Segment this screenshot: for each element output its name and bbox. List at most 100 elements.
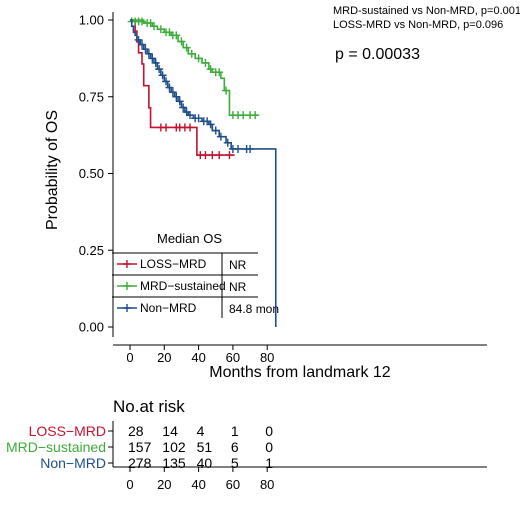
censor-mark (225, 151, 234, 160)
censor-mark (251, 111, 260, 120)
risk-value: 5 (231, 455, 239, 471)
censor-mark (246, 144, 255, 153)
censor-mark (206, 120, 215, 129)
censor-mark (151, 58, 160, 67)
x-tick-label: 80 (260, 350, 274, 365)
risk-x-ticks: 0 20 40 60 80 (126, 467, 274, 492)
censor-mark (182, 43, 191, 52)
censor-mark (165, 83, 174, 92)
x-tick-label: 0 (126, 350, 133, 365)
risk-x-tick-label: 0 (126, 477, 133, 492)
y-ticks: 0.00 0.25 0.50 0.75 1.00 (79, 13, 113, 335)
risk-x-tick-label: 60 (226, 477, 240, 492)
risk-value: 4 (197, 423, 205, 439)
censor-mark (175, 97, 184, 106)
censor-mark (215, 151, 224, 160)
censor-mark (211, 126, 220, 135)
censor-mark (158, 71, 167, 80)
legend-label: Non−MRD (140, 301, 197, 315)
legend-swatch-mark (123, 260, 131, 268)
series-2 (130, 19, 277, 327)
legend-median: NR (229, 280, 247, 294)
censor-mark (141, 45, 150, 54)
x-axis-title: Months from landmark 12 (209, 364, 391, 381)
y-tick-label: 0.50 (79, 166, 104, 181)
series-1 (127, 17, 260, 120)
censor-mark (168, 88, 177, 97)
censor-mark (234, 144, 243, 153)
risk-x-tick-label: 40 (191, 477, 205, 492)
series-0 (130, 19, 235, 160)
risk-value: 278 (128, 455, 152, 471)
censor-mark (201, 151, 210, 160)
risk-value: 0 (265, 423, 273, 439)
y-tick-label: 0.25 (79, 243, 104, 258)
censor-mark (162, 77, 171, 86)
annotation-p-value: p = 0.00033 (335, 46, 420, 63)
annotation-comparison-1: MRD-sustained vs Non-MRD, p=0.001 (333, 5, 520, 17)
censor-mark (186, 123, 195, 132)
censor-mark (148, 54, 157, 63)
risk-value: 1 (231, 423, 239, 439)
risk-value: 14 (162, 423, 178, 439)
annotation-comparison-2: LOSS-MRD vs Non-MRD, p=0.096 (333, 19, 503, 31)
censor-mark (150, 22, 159, 31)
risk-table-title: No.at risk (113, 397, 185, 416)
censor-mark (206, 65, 215, 74)
censor-mark (239, 111, 248, 120)
censor-mark (215, 68, 224, 77)
risk-value: 6 (231, 439, 239, 455)
risk-x-tick-label: 20 (157, 477, 171, 492)
x-tick-label: 40 (191, 350, 205, 365)
x-tick-label: 60 (226, 350, 240, 365)
censor-mark (223, 138, 232, 147)
censor-mark (162, 123, 171, 132)
censor-mark (144, 49, 153, 58)
censor-mark (138, 17, 147, 26)
censor-mark (186, 111, 195, 120)
x-tick-label: 20 (157, 350, 171, 365)
legend-median: 84.8 mon (229, 302, 279, 316)
risk-value: 1 (265, 455, 273, 471)
censor-mark (216, 132, 225, 141)
risk-row-label: MRD−sustained (6, 439, 106, 455)
y-axis-title: Probability of OS (44, 110, 61, 230)
y-tick-label: 0.00 (79, 320, 104, 335)
censor-mark (156, 25, 165, 34)
censor-mark (177, 37, 186, 46)
x-ticks: 0 20 40 60 80 (126, 345, 274, 365)
risk-value: 28 (128, 423, 144, 439)
censor-mark (138, 40, 147, 49)
legend-median: NR (229, 258, 247, 272)
survival-line (130, 19, 235, 156)
plot-axes: 0.00 0.25 0.50 0.75 1.00 0 20 40 60 80 (79, 12, 487, 365)
censor-mark (208, 151, 217, 160)
y-tick-label: 1.00 (79, 13, 104, 28)
censor-mark (172, 31, 181, 40)
legend-title: Median OS (157, 231, 222, 246)
legend-swatch-mark (123, 282, 131, 290)
risk-value: 40 (197, 455, 213, 471)
risk-row-label: Non−MRD (40, 455, 106, 471)
censor-mark (194, 54, 203, 63)
risk-value: 0 (265, 439, 273, 455)
censor-mark (179, 103, 188, 112)
legend-label: MRD−sustained (140, 279, 226, 293)
censor-mark (172, 92, 181, 101)
risk-row-label: LOSS−MRD (29, 423, 106, 439)
legend-label: LOSS−MRD (140, 257, 207, 271)
risk-value: 135 (162, 455, 186, 471)
risk-value: 102 (162, 439, 186, 455)
censor-mark (134, 35, 143, 44)
censor-mark (222, 86, 231, 95)
risk-value: 51 (197, 439, 213, 455)
censor-mark (201, 58, 210, 67)
legend-swatch-mark (123, 304, 131, 312)
censor-mark (187, 49, 196, 58)
risk-x-tick-label: 80 (260, 477, 274, 492)
